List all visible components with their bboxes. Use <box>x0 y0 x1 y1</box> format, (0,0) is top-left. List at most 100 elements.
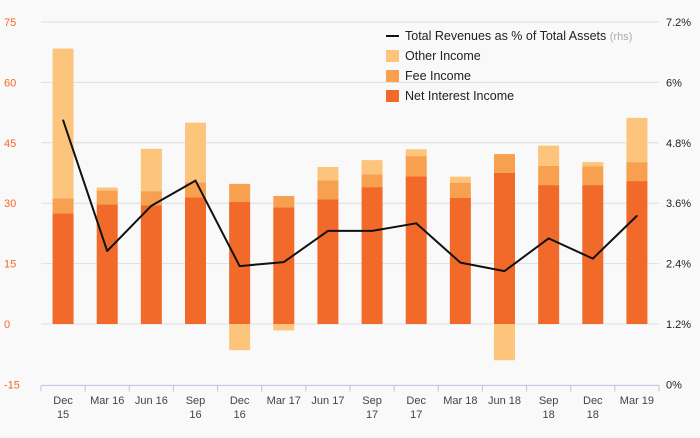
bar-segment <box>52 198 74 214</box>
bar-segment <box>449 197 471 324</box>
y-right-tick-label: 6% <box>666 77 682 89</box>
x-tick-label-line: Dec <box>583 395 603 407</box>
legend-label: Other Income <box>405 49 481 63</box>
bar-segment <box>538 185 560 324</box>
line-point <box>371 230 373 232</box>
bar-segment <box>229 183 251 202</box>
x-tick-label-line: 18 <box>543 409 555 421</box>
y-right-tick-label: 4.8% <box>666 138 691 150</box>
line-point <box>591 257 594 260</box>
x-tick-label-line: Jun 16 <box>135 395 168 407</box>
bar-segment <box>140 205 162 324</box>
bar-segment <box>405 149 427 157</box>
bar-segment <box>273 324 295 331</box>
bar-segment <box>52 213 74 324</box>
bar-segment <box>582 162 604 167</box>
x-tick-label-line: Sep <box>539 395 559 407</box>
bar-segment <box>626 117 648 163</box>
bars <box>52 48 648 361</box>
y-left-tick-label: 15 <box>4 259 16 271</box>
x-tick-label-line: Dec <box>53 395 73 407</box>
bar-segment <box>582 185 604 324</box>
x-tick-label: Jun 16 <box>135 395 168 407</box>
legend-label-suffix: (rhs) <box>610 31 633 43</box>
bar-segment <box>96 190 118 205</box>
x-tick-label-line: Sep <box>362 395 382 407</box>
y-right-tick-label: 7.2% <box>666 17 691 29</box>
y-left-tick-label: 45 <box>4 138 16 150</box>
x-tick-label: Jun 18 <box>488 395 521 407</box>
bar-segment <box>273 207 295 324</box>
bar-segment <box>317 180 339 200</box>
line-point <box>636 214 638 217</box>
bar-segment <box>361 160 383 175</box>
y-left-tick-label: 60 <box>4 77 16 89</box>
y-left-tick-label: 30 <box>4 198 16 210</box>
legend-label: Net Interest Income <box>405 89 514 103</box>
bar-segment <box>52 48 74 199</box>
y-right-tick-label: 1.2% <box>666 319 691 331</box>
bar-segment <box>185 197 206 324</box>
x-tick-label-line: Mar 17 <box>267 395 301 407</box>
bar-segment <box>538 165 560 186</box>
x-tick-label-line: Jun 18 <box>488 395 521 407</box>
x-tick-label: Mar 16 <box>90 395 124 407</box>
y-right-tick-label: 0% <box>666 379 682 391</box>
x-tick-label-line: 15 <box>57 409 69 421</box>
line-point <box>547 237 550 240</box>
bar-segment <box>273 195 295 208</box>
x-tick-label: Jun 17 <box>311 395 344 407</box>
bar-segment <box>405 176 427 324</box>
y-left-tick-label: 75 <box>4 17 16 29</box>
x-tick-label-line: 16 <box>189 409 201 421</box>
line-point <box>503 270 506 272</box>
bar-segment <box>229 201 251 324</box>
line-point <box>282 261 285 263</box>
line-point <box>150 204 153 207</box>
bar-segment <box>317 199 339 324</box>
line-point <box>106 250 109 252</box>
y-right-tick-label: 2.4% <box>666 259 691 271</box>
bar-segment <box>96 204 118 324</box>
bar-segment <box>538 145 560 166</box>
x-tick-label-line: Dec <box>406 395 426 407</box>
x-tick-label: Sep 18 <box>539 395 559 421</box>
bar-segment <box>626 181 648 324</box>
line-point <box>62 119 64 121</box>
bar-segment <box>494 154 515 173</box>
bar-segment <box>185 182 206 198</box>
bar-segment <box>494 324 515 361</box>
legend-swatch <box>386 90 399 102</box>
bar-segment <box>582 166 604 186</box>
line-series-path <box>62 119 638 273</box>
legend-label: Total Revenues as % of Total Assets (rhs… <box>405 29 632 43</box>
x-tick-label-line: Jun 17 <box>311 395 344 407</box>
bar-segment <box>405 156 427 177</box>
x-tick-label-line: Mar 18 <box>443 395 477 407</box>
x-tick-label: Mar 18 <box>443 395 477 407</box>
legend-swatch <box>386 50 399 62</box>
x-tick-label-line: Dec <box>230 395 250 407</box>
bar-segment <box>494 173 515 324</box>
line-point <box>194 179 197 182</box>
line-point <box>415 222 418 225</box>
line-point <box>238 265 241 267</box>
x-tick-label: Mar 17 <box>267 395 301 407</box>
bar-segment <box>361 174 383 188</box>
y-right-tick-label: 3.6% <box>666 198 691 210</box>
gridlines <box>41 21 659 325</box>
line-point <box>327 230 329 232</box>
bar-segment <box>449 182 471 198</box>
y-left-tick-label: 0 <box>4 319 10 331</box>
legend-swatch <box>386 70 399 82</box>
legend-label: Fee Income <box>405 69 471 83</box>
x-tick-label-line: Sep <box>186 395 206 407</box>
line-point <box>459 261 462 264</box>
x-tick-label-line: Mar 16 <box>90 395 124 407</box>
bar-segment <box>140 191 162 206</box>
x-tick-label: Sep 17 <box>362 395 382 421</box>
x-tick-label-line: 16 <box>234 409 246 421</box>
x-tick-label: Mar 19 <box>620 395 654 407</box>
